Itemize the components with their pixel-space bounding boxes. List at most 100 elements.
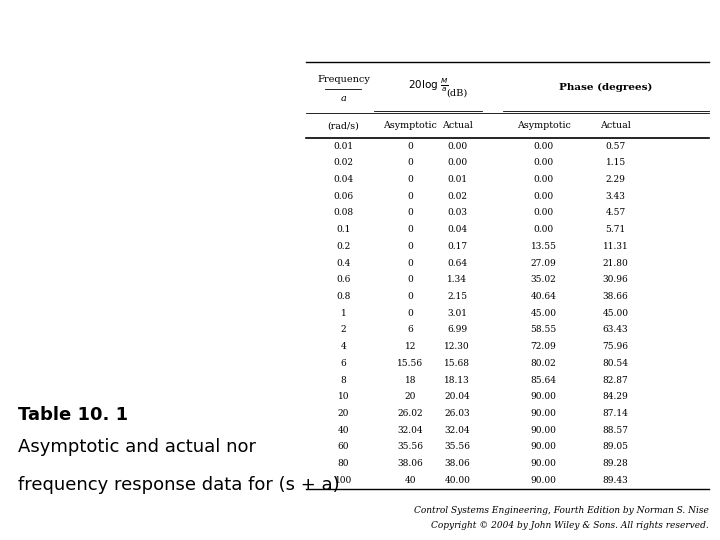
Text: 82.87: 82.87 bbox=[603, 375, 629, 384]
Text: 11.31: 11.31 bbox=[603, 242, 629, 251]
Text: 45.00: 45.00 bbox=[531, 309, 557, 318]
Text: 80: 80 bbox=[338, 459, 349, 468]
Text: 13.55: 13.55 bbox=[531, 242, 557, 251]
Text: Asymptotic: Asymptotic bbox=[517, 121, 570, 130]
Text: Frequency: Frequency bbox=[317, 75, 370, 84]
Text: 0.00: 0.00 bbox=[534, 141, 554, 151]
Text: 15.68: 15.68 bbox=[444, 359, 470, 368]
Text: (rad/s): (rad/s) bbox=[328, 121, 359, 130]
Text: 1.15: 1.15 bbox=[606, 158, 626, 167]
Text: 90.00: 90.00 bbox=[531, 392, 557, 401]
Text: 0: 0 bbox=[408, 175, 413, 184]
Text: 0: 0 bbox=[408, 309, 413, 318]
Text: 4.57: 4.57 bbox=[606, 208, 626, 218]
Text: 85.64: 85.64 bbox=[531, 375, 557, 384]
Text: 0.01: 0.01 bbox=[333, 141, 354, 151]
Text: 20.04: 20.04 bbox=[444, 392, 470, 401]
Text: 100: 100 bbox=[335, 476, 352, 485]
Text: 90.00: 90.00 bbox=[531, 476, 557, 485]
Text: 0.2: 0.2 bbox=[336, 242, 351, 251]
Text: 88.57: 88.57 bbox=[603, 426, 629, 435]
Text: 8: 8 bbox=[341, 375, 346, 384]
Text: 18.13: 18.13 bbox=[444, 375, 470, 384]
Text: 84.29: 84.29 bbox=[603, 392, 629, 401]
Text: 0: 0 bbox=[408, 292, 413, 301]
Text: 0.03: 0.03 bbox=[447, 208, 467, 218]
Text: 0.04: 0.04 bbox=[447, 225, 467, 234]
Text: 0: 0 bbox=[408, 192, 413, 201]
Text: 0.00: 0.00 bbox=[447, 158, 467, 167]
Text: 38.66: 38.66 bbox=[603, 292, 629, 301]
Text: 12.30: 12.30 bbox=[444, 342, 470, 351]
Text: 20: 20 bbox=[405, 392, 416, 401]
Text: 0: 0 bbox=[408, 158, 413, 167]
Text: 0: 0 bbox=[408, 141, 413, 151]
Text: 38.06: 38.06 bbox=[397, 459, 423, 468]
Text: 2: 2 bbox=[341, 326, 346, 334]
Text: 18: 18 bbox=[405, 375, 416, 384]
Text: 80.54: 80.54 bbox=[603, 359, 629, 368]
Text: 15.56: 15.56 bbox=[397, 359, 423, 368]
Text: 40: 40 bbox=[338, 426, 349, 435]
Text: Table 10. 1: Table 10. 1 bbox=[18, 406, 128, 424]
Text: 60: 60 bbox=[338, 442, 349, 451]
Text: (dB): (dB) bbox=[446, 89, 468, 98]
Text: 89.05: 89.05 bbox=[603, 442, 629, 451]
Text: 38.06: 38.06 bbox=[444, 459, 470, 468]
Text: 0.08: 0.08 bbox=[333, 208, 354, 218]
Text: 0.00: 0.00 bbox=[534, 208, 554, 218]
Text: 0.00: 0.00 bbox=[534, 175, 554, 184]
Text: 40: 40 bbox=[405, 476, 416, 485]
Text: 0.00: 0.00 bbox=[534, 158, 554, 167]
Text: 0: 0 bbox=[408, 208, 413, 218]
Text: 12: 12 bbox=[405, 342, 416, 351]
Text: Asymptotic: Asymptotic bbox=[384, 121, 437, 130]
Text: 4: 4 bbox=[341, 342, 346, 351]
Text: 30.96: 30.96 bbox=[603, 275, 629, 284]
Text: 10: 10 bbox=[338, 392, 349, 401]
Text: Actual: Actual bbox=[600, 121, 631, 130]
Text: 1: 1 bbox=[341, 309, 346, 318]
Text: 89.28: 89.28 bbox=[603, 459, 629, 468]
Text: 0.02: 0.02 bbox=[333, 158, 354, 167]
Text: 0: 0 bbox=[408, 225, 413, 234]
Text: 0: 0 bbox=[408, 259, 413, 267]
Text: 72.09: 72.09 bbox=[531, 342, 557, 351]
Text: a: a bbox=[341, 94, 346, 103]
Text: 35.56: 35.56 bbox=[397, 442, 423, 451]
Text: 32.04: 32.04 bbox=[444, 426, 470, 435]
Text: 0.6: 0.6 bbox=[336, 275, 351, 284]
Text: 40.64: 40.64 bbox=[531, 292, 557, 301]
Text: 90.00: 90.00 bbox=[531, 409, 557, 418]
Text: 89.43: 89.43 bbox=[603, 476, 629, 485]
Text: 0.01: 0.01 bbox=[447, 175, 467, 184]
Text: 2.29: 2.29 bbox=[606, 175, 626, 184]
Text: 58.55: 58.55 bbox=[531, 326, 557, 334]
Text: Actual: Actual bbox=[442, 121, 472, 130]
Text: 32.04: 32.04 bbox=[397, 426, 423, 435]
Text: 0.06: 0.06 bbox=[333, 192, 354, 201]
Text: 26.03: 26.03 bbox=[444, 409, 470, 418]
Text: 2.15: 2.15 bbox=[447, 292, 467, 301]
Text: 87.14: 87.14 bbox=[603, 409, 629, 418]
Text: 6.99: 6.99 bbox=[447, 326, 467, 334]
Text: 26.02: 26.02 bbox=[397, 409, 423, 418]
Text: Asymptotic and actual nor: Asymptotic and actual nor bbox=[18, 438, 256, 456]
Text: 35.02: 35.02 bbox=[531, 275, 557, 284]
Text: 27.09: 27.09 bbox=[531, 259, 557, 267]
Text: 6: 6 bbox=[408, 326, 413, 334]
Text: 90.00: 90.00 bbox=[531, 459, 557, 468]
Text: 20: 20 bbox=[338, 409, 349, 418]
Text: 63.43: 63.43 bbox=[603, 326, 629, 334]
Text: 0.00: 0.00 bbox=[447, 141, 467, 151]
Text: Control Systems Engineering, Fourth Edition by Norman S. Nise: Control Systems Engineering, Fourth Edit… bbox=[414, 505, 709, 515]
Text: 0.57: 0.57 bbox=[606, 141, 626, 151]
Text: 0: 0 bbox=[408, 275, 413, 284]
Text: 75.96: 75.96 bbox=[603, 342, 629, 351]
Text: 40.00: 40.00 bbox=[444, 476, 470, 485]
Text: 90.00: 90.00 bbox=[531, 442, 557, 451]
Text: 45.00: 45.00 bbox=[603, 309, 629, 318]
Text: 3.01: 3.01 bbox=[447, 309, 467, 318]
Text: 0.8: 0.8 bbox=[336, 292, 351, 301]
Text: 80.02: 80.02 bbox=[531, 359, 557, 368]
